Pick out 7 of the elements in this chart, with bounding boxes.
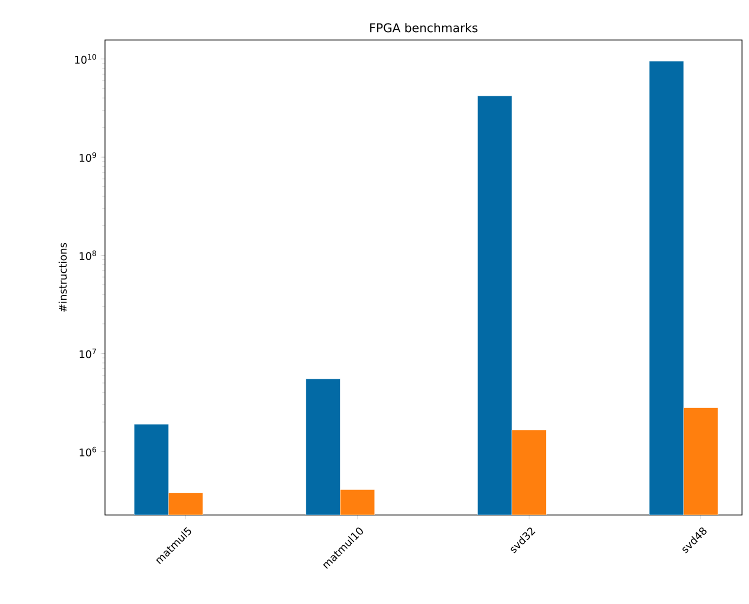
y-tick-label: 10$^{7}$ (80, 348, 96, 358)
y-tick-label: 10$^{8}$ (80, 250, 96, 260)
y-tick-label: 10$^{9}$ (80, 152, 96, 162)
y-axis-title: #instructions (58, 242, 67, 312)
y-tick-label: 10$^{6}$ (80, 446, 96, 456)
chart-title: FPGA benchmarks (370, 23, 478, 32)
y-tick-label: 10$^{10}$ (75, 54, 96, 64)
